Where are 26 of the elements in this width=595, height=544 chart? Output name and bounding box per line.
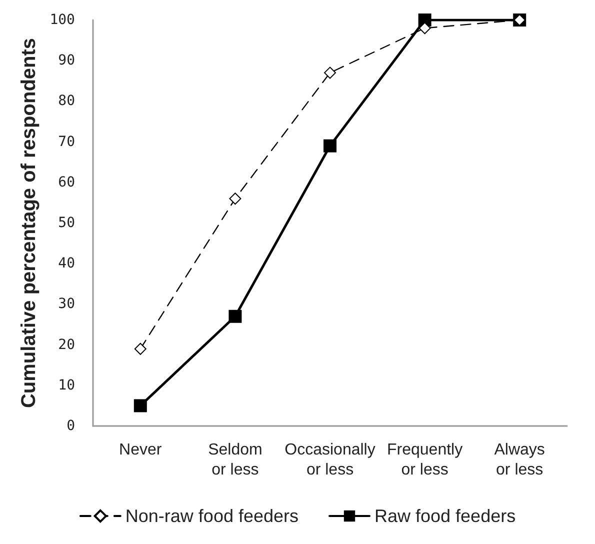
x-tick-label: Seldom or less xyxy=(208,442,262,478)
point xyxy=(229,192,242,205)
legend-label: Raw food feeders xyxy=(374,506,516,526)
y-tick-label: 0 xyxy=(66,418,75,434)
point xyxy=(418,22,431,34)
y-axis-title: Cumulative percentage of respondents xyxy=(18,38,40,408)
y-tick-label: 80 xyxy=(58,93,75,110)
point xyxy=(134,399,147,412)
point xyxy=(228,310,242,323)
point xyxy=(324,139,336,152)
y-tick-label: 40 xyxy=(58,256,75,272)
y-tick-label: 20 xyxy=(58,336,75,353)
x-tick-label: Frequently or less xyxy=(387,442,463,478)
y-tick-label: 100 xyxy=(50,12,75,28)
y-tick-label: 90 xyxy=(58,52,75,69)
x-tick-label: Always or less xyxy=(494,442,545,478)
y-tick-label: 70 xyxy=(58,134,75,150)
y-tick-label: 60 xyxy=(58,174,75,190)
point xyxy=(324,66,336,79)
legend-label: Non-raw food feeders xyxy=(125,506,299,526)
y-tick-label: 50 xyxy=(58,215,75,231)
x-tick-label: Never xyxy=(119,442,162,458)
x-tick-label: Occasionally or less xyxy=(284,442,376,478)
point xyxy=(134,342,146,355)
y-tick-label: 10 xyxy=(58,377,75,394)
y-tick-label: 30 xyxy=(58,296,75,312)
